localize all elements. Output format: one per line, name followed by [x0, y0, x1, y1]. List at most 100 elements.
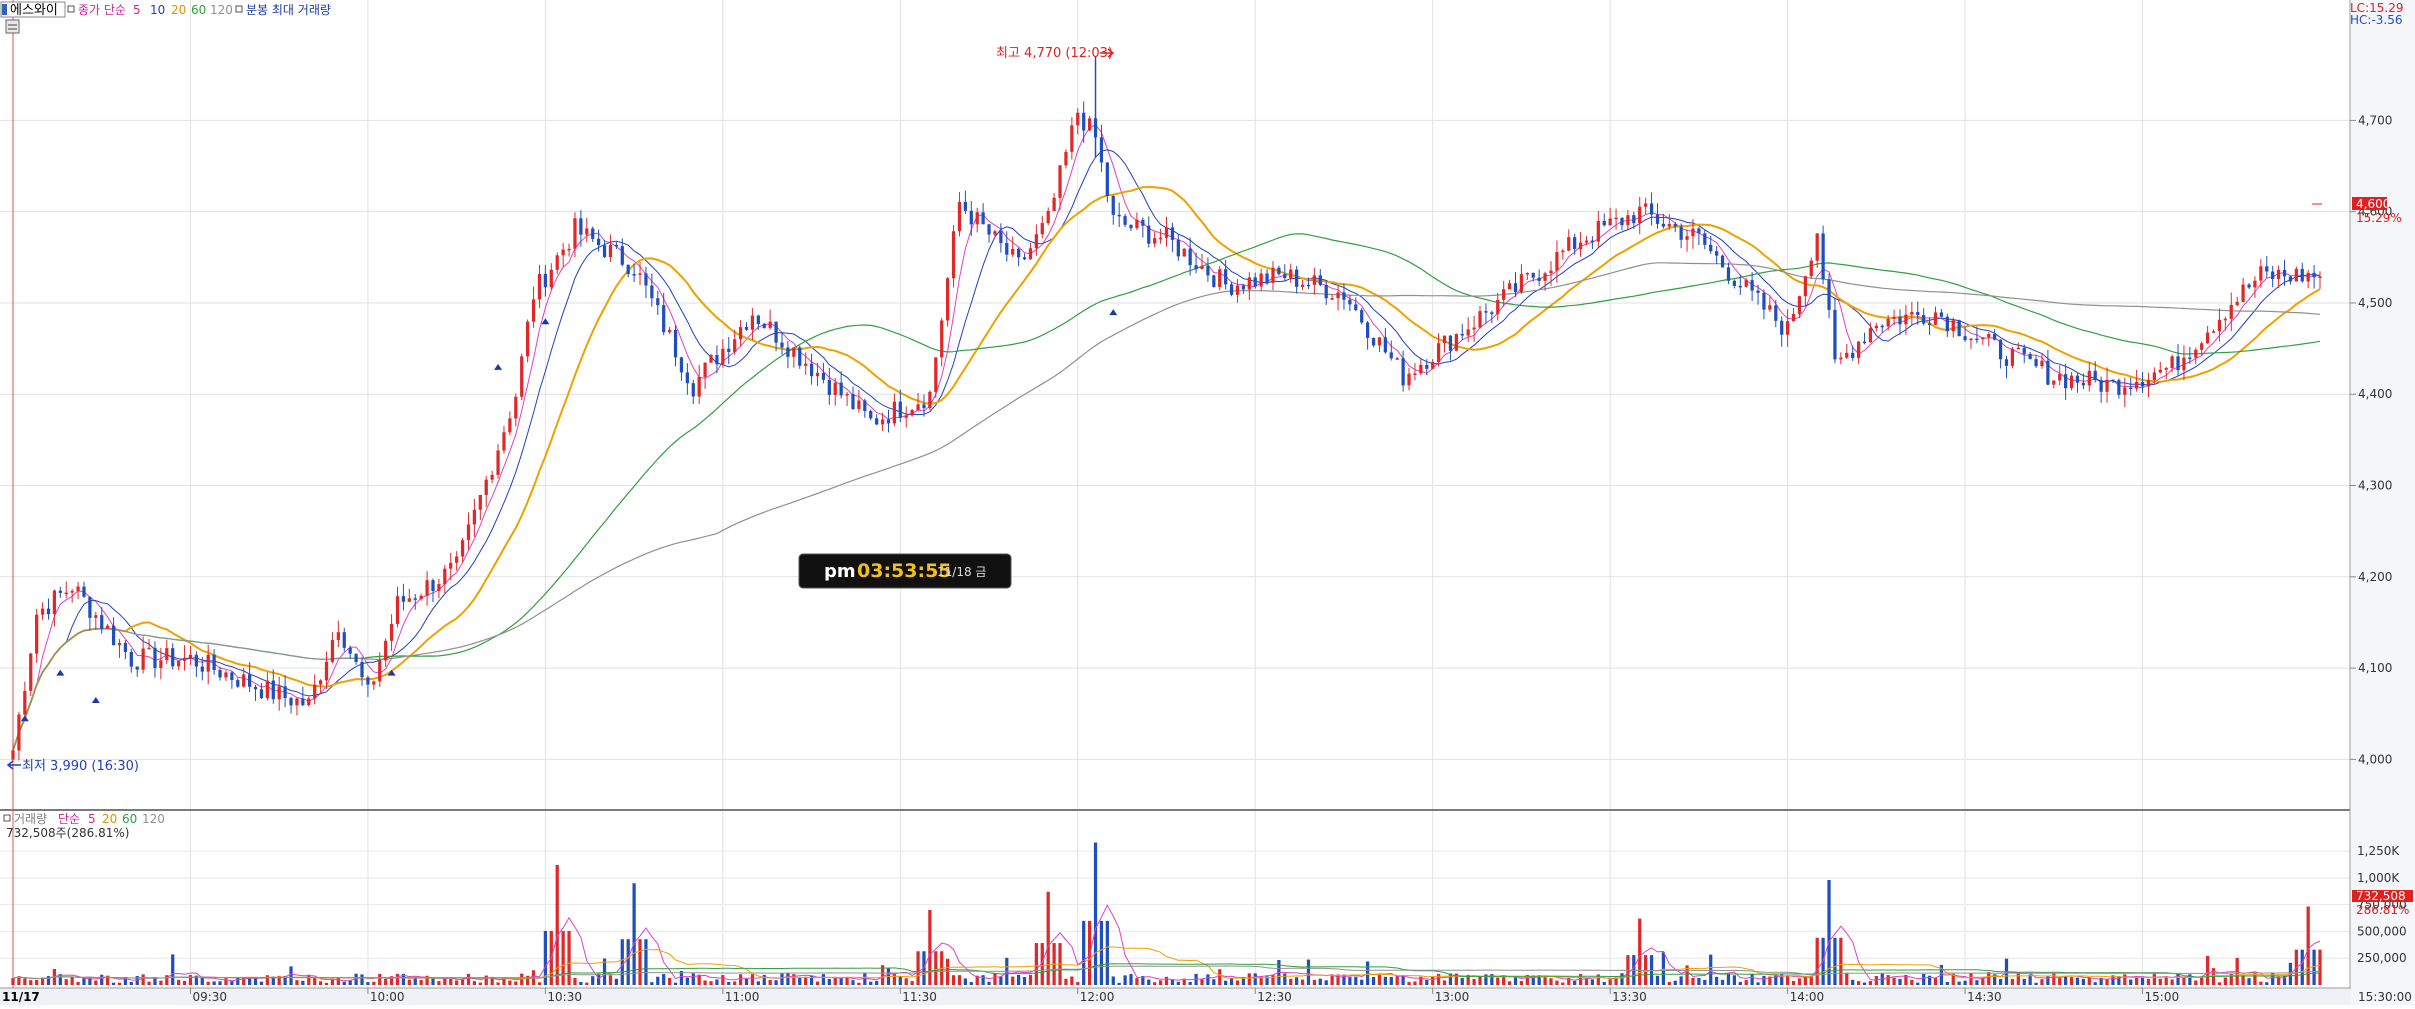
volume-bar — [2034, 982, 2038, 985]
volume-bar — [774, 980, 778, 985]
candle-body — [437, 584, 441, 592]
volume-bar — [2176, 973, 2180, 985]
candle-body — [1774, 305, 1778, 321]
volume-bar — [1868, 981, 1873, 985]
candle-body — [1407, 373, 1411, 386]
volume-bar — [1283, 973, 1287, 985]
time-tick-label: 13:00 — [1435, 990, 1470, 1004]
candle-body — [496, 450, 500, 475]
volume-bar — [1780, 974, 1784, 985]
ma-toggle-icon[interactable] — [67, 5, 75, 13]
candle-body — [1016, 248, 1021, 258]
candle-body — [1886, 318, 1890, 327]
candle-body — [644, 273, 648, 286]
volume-bar — [224, 978, 228, 985]
candle-body — [1939, 312, 1944, 317]
candle-body — [685, 372, 689, 384]
candle-body — [1519, 274, 1524, 293]
volume-bar — [29, 980, 33, 985]
candle-body — [1395, 358, 1399, 360]
volume-bar — [401, 973, 406, 985]
candle-body — [1951, 320, 1955, 332]
candle-body — [691, 383, 695, 397]
volume-bar — [662, 974, 666, 985]
volume-ma-60: 60 — [122, 812, 137, 826]
ma-period-20: 20 — [171, 3, 186, 17]
volume-bar — [1064, 978, 1068, 985]
candle-body — [1028, 248, 1033, 260]
volume-bar — [1620, 973, 1624, 985]
volume-bar — [2123, 974, 2127, 985]
volume-bar — [715, 979, 719, 985]
candle-body — [951, 231, 956, 279]
candle-body — [1839, 357, 1843, 360]
candle-body — [756, 315, 760, 324]
candle-body — [916, 404, 920, 410]
candle-body — [1229, 284, 1234, 295]
settings-icon[interactable] — [5, 19, 20, 34]
candle-body — [626, 264, 630, 275]
volume-bar — [1703, 979, 1707, 985]
volume-bar — [780, 973, 784, 985]
volume-bar — [644, 939, 648, 985]
ma-period-120: 120 — [210, 3, 233, 17]
symbol-name: 에스와이 — [10, 3, 58, 18]
candle-body — [526, 321, 530, 357]
volume-bar — [171, 954, 175, 985]
candle-body — [1070, 125, 1074, 152]
tick-toggle-icon[interactable] — [235, 5, 243, 13]
candle-body — [1259, 273, 1263, 287]
volume-bar — [1153, 982, 1157, 985]
volume-bar — [17, 976, 21, 985]
candle-body — [1750, 280, 1754, 291]
volume-bar — [2217, 982, 2222, 985]
volume-bar — [1945, 981, 1949, 985]
volume-bar — [709, 981, 713, 985]
volume-bar — [366, 982, 370, 985]
volume-bar — [40, 977, 45, 985]
volume-bar — [1673, 980, 1677, 985]
volume-toggle-icon[interactable] — [3, 814, 11, 822]
candle-body — [1957, 320, 1961, 337]
candle-body — [940, 320, 944, 358]
candle-body — [585, 228, 589, 235]
volume-ma-label: 단순 — [58, 812, 80, 826]
candle-body — [520, 356, 524, 397]
volume-bar — [466, 973, 471, 985]
time-tick-label: 09:30 — [192, 990, 227, 1004]
volume-bar — [1845, 973, 1849, 985]
candle-body — [845, 394, 849, 396]
volume-bar — [1022, 976, 1027, 985]
symbol-box[interactable] — [0, 1, 66, 18]
candle-body — [1567, 237, 1571, 251]
candle-body — [277, 686, 281, 700]
volume-bar — [1105, 920, 1109, 985]
candle-body — [910, 409, 914, 416]
volume-bar — [94, 980, 98, 985]
volume-bar — [1732, 975, 1736, 985]
volume-bar — [1596, 974, 1600, 985]
volume-bar — [1454, 973, 1458, 985]
volume-bar — [1738, 981, 1742, 985]
candle-body — [2117, 380, 2121, 395]
candle-body — [1738, 285, 1742, 288]
volume-bar — [1608, 979, 1612, 985]
candle-body — [147, 647, 151, 650]
volume-bar — [733, 981, 737, 985]
volume-bar — [934, 951, 938, 985]
volume-bar — [1466, 974, 1470, 985]
volume-bar — [762, 974, 766, 985]
candle-body — [904, 415, 908, 418]
candle-body — [1176, 239, 1180, 257]
candle-body — [413, 598, 417, 600]
volume-bar — [1490, 974, 1494, 985]
candle-body — [117, 642, 122, 646]
volume-bar — [1360, 979, 1364, 985]
volume-bar — [1218, 969, 1222, 985]
candle-body — [999, 231, 1003, 244]
candle-body — [579, 218, 583, 235]
candle-body — [1135, 219, 1139, 229]
volume-bar — [289, 966, 293, 985]
volume-bar — [981, 975, 985, 985]
